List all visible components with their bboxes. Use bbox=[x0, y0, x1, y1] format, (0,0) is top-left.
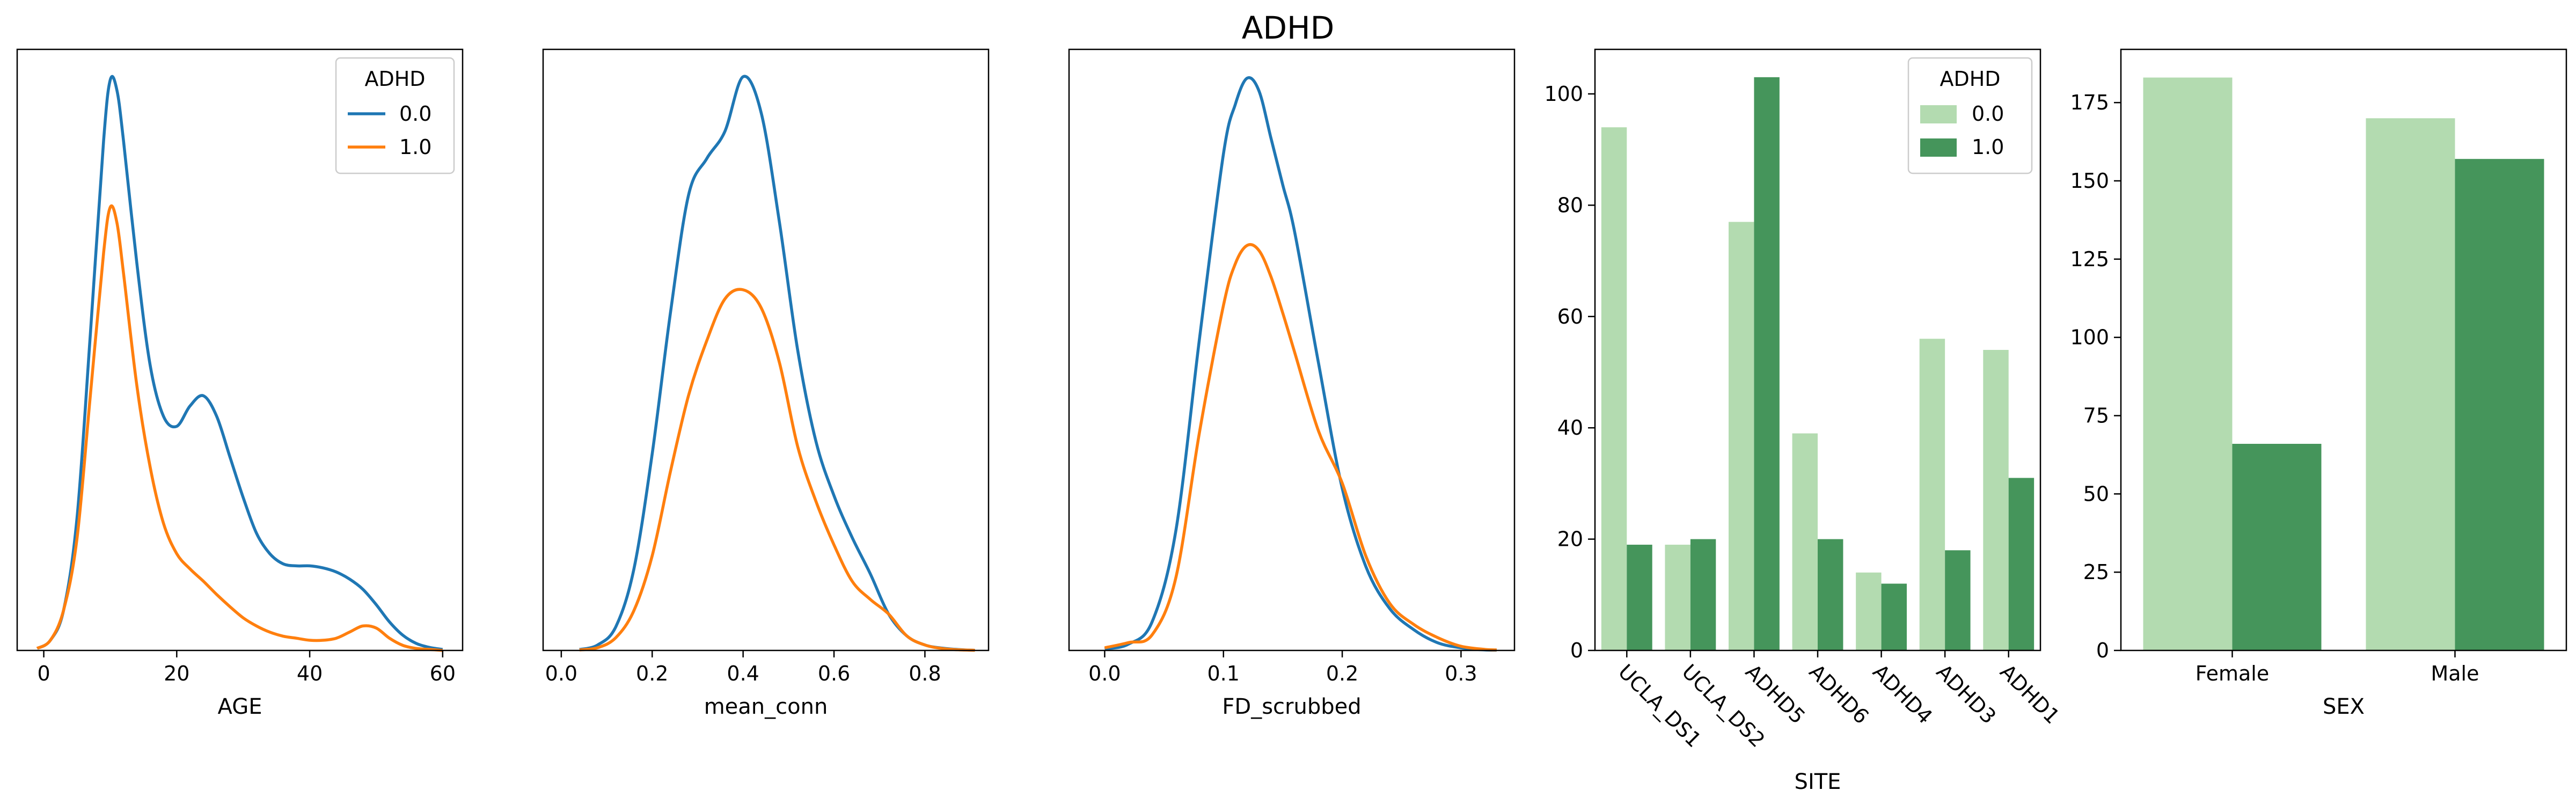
bar-ucla_ds1-adhd-0-0 bbox=[1601, 127, 1627, 650]
legend-title: ADHD bbox=[364, 67, 425, 91]
axes-frame bbox=[2120, 48, 2567, 652]
bar-adhd1-adhd-1-0 bbox=[2008, 478, 2035, 650]
x-tick-label: 0.8 bbox=[909, 662, 941, 685]
x-axis-label: SITE bbox=[1795, 770, 1841, 794]
subplot-3: 0.0 0.1 0.2 0.3 FD_scrubbed bbox=[1068, 48, 1516, 719]
figure-title: ADHD bbox=[1242, 10, 1335, 46]
bar-adhd6-adhd-0-0 bbox=[1792, 433, 1818, 650]
bar-female-adhd-1-0 bbox=[2232, 444, 2322, 650]
x-tick-label: 0 bbox=[37, 662, 50, 685]
x-tick-label: 0.6 bbox=[818, 662, 850, 685]
y-tick-label: 0 bbox=[2096, 639, 2109, 662]
y-tick-label: 60 bbox=[1557, 305, 1583, 328]
x-axis-label: FD_scrubbed bbox=[1222, 694, 1361, 719]
y-tick-label: 25 bbox=[2083, 560, 2109, 584]
x-axis-label: mean_conn bbox=[704, 694, 828, 719]
subplot-2: 0.0 0.2 0.4 0.6 0.8 mean_conn bbox=[542, 48, 990, 719]
bar-adhd3-adhd-0-0 bbox=[1919, 339, 1945, 650]
x-tick-label: Male bbox=[2431, 662, 2479, 685]
legend-entry: 1.0 bbox=[399, 135, 431, 159]
y-tick-label: 50 bbox=[2083, 482, 2109, 506]
y-tick-label: 125 bbox=[2070, 247, 2109, 271]
kde-line-adhd-0-0 bbox=[36, 75, 443, 651]
bar-adhd4-adhd-1-0 bbox=[1881, 583, 1907, 650]
subplot-4: UCLA_DS1UCLA_DS2ADHD5ADHD6ADHD4ADHD3ADHD… bbox=[1544, 48, 2065, 794]
x-tick-label: ADHD4 bbox=[1868, 660, 1937, 728]
x-tick-label: ADHD6 bbox=[1805, 660, 1874, 728]
y-tick-label: 20 bbox=[1557, 528, 1583, 551]
y-tick-label: 80 bbox=[1557, 193, 1583, 217]
kde-line-adhd-0-0 bbox=[579, 75, 975, 652]
x-tick-label: ADHD3 bbox=[1932, 660, 2001, 728]
bar-adhd1-adhd-0-0 bbox=[1983, 350, 2009, 650]
bar-ucla_ds2-adhd-1-0 bbox=[1690, 539, 1716, 650]
bar-male-adhd-1-0 bbox=[2455, 159, 2544, 651]
legend-entry: 1.0 bbox=[1972, 135, 2004, 159]
x-tick-label: 40 bbox=[297, 662, 323, 685]
y-tick-label: 175 bbox=[2070, 91, 2109, 114]
subplot-1: 0 20 40 60 AGE ADHD 0.0 1.0 bbox=[16, 48, 464, 719]
legend: ADHD 0.0 1.0 bbox=[335, 57, 455, 174]
legend-box bbox=[335, 57, 455, 174]
bar-ucla_ds1-adhd-1-0 bbox=[1627, 544, 1652, 650]
subplot-5: Female Male 0 25 50 75 100 125 150 175 SEX bbox=[2070, 48, 2567, 719]
bar-adhd5-adhd-1-0 bbox=[1754, 77, 1780, 651]
legend-swatch bbox=[1920, 105, 1957, 123]
legend-title: ADHD bbox=[1940, 67, 2000, 91]
x-tick-label: Female bbox=[2196, 662, 2269, 685]
x-axis-label: SEX bbox=[2323, 694, 2365, 719]
legend: ADHD 0.0 1.0 bbox=[1907, 57, 2033, 174]
x-tick-label: 0.2 bbox=[1326, 662, 1358, 685]
x-tick-label: 0.0 bbox=[1088, 662, 1121, 685]
x-tick-label: 0.2 bbox=[636, 662, 668, 685]
kde-line-adhd-0-0 bbox=[1104, 76, 1497, 652]
x-axis-label: AGE bbox=[218, 694, 262, 719]
axes-frame bbox=[1594, 48, 2041, 652]
x-tick-label: 0.4 bbox=[727, 662, 759, 685]
y-tick-label: 40 bbox=[1557, 416, 1583, 440]
legend-entry: 0.0 bbox=[399, 102, 431, 126]
x-tick-label: ADHD1 bbox=[1995, 660, 2064, 728]
x-tick-label: 0.1 bbox=[1208, 662, 1240, 685]
y-tick-label: 150 bbox=[2070, 169, 2109, 193]
bar-adhd6-adhd-1-0 bbox=[1818, 539, 1843, 650]
bar-female-adhd-0-0 bbox=[2143, 77, 2233, 650]
bar-adhd5-adhd-0-0 bbox=[1729, 222, 1754, 651]
x-tick-label: 20 bbox=[164, 662, 189, 685]
x-tick-label: 60 bbox=[430, 662, 456, 685]
y-tick-label: 0 bbox=[1570, 639, 1583, 662]
kde-line-adhd-1-0 bbox=[579, 288, 975, 652]
axes-frame bbox=[16, 48, 464, 652]
legend-swatch bbox=[1920, 138, 1957, 157]
legend-entry: 0.0 bbox=[1972, 102, 2004, 126]
kde-line-adhd-1-0 bbox=[36, 204, 443, 652]
x-tick-label: 0.0 bbox=[545, 662, 577, 685]
y-tick-label: 100 bbox=[2070, 326, 2109, 349]
bar-male-adhd-0-0 bbox=[2366, 118, 2455, 651]
y-tick-label: 100 bbox=[1544, 82, 1583, 106]
bar-ucla_ds2-adhd-0-0 bbox=[1665, 544, 1690, 650]
axes-frame bbox=[542, 48, 990, 652]
bar-adhd3-adhd-1-0 bbox=[1945, 550, 1971, 650]
bar-adhd4-adhd-0-0 bbox=[1856, 572, 1882, 650]
x-tick-label: 0.3 bbox=[1445, 662, 1477, 685]
kde-line-adhd-1-0 bbox=[1104, 243, 1497, 652]
y-tick-label: 75 bbox=[2083, 404, 2109, 428]
subplot-panels: 0 20 40 60 AGE ADHD 0.0 1.0 0.0 0.2 0.4 0.6 0.8 mean_… bbox=[16, 48, 2567, 794]
axes-frame bbox=[1068, 48, 1516, 652]
